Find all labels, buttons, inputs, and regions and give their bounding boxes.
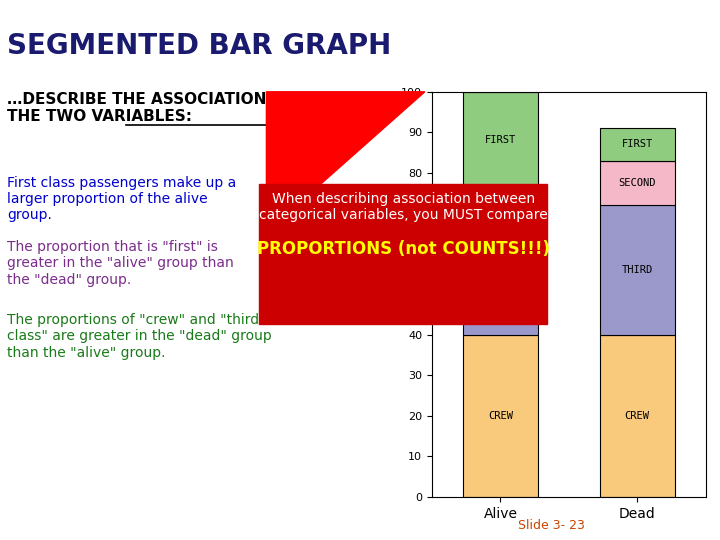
Bar (463, 233, 538, 335)
Text: The proportion that is "first" is
greater in the "alive" group than
the "dead" g: The proportion that is "first" is greate… (7, 240, 234, 287)
Bar (600, 129, 675, 161)
Text: THIRD: THIRD (621, 265, 653, 275)
Text: First class passengers make up a
larger proportion of the alive
group.: First class passengers make up a larger … (7, 176, 236, 222)
Text: SECOND: SECOND (482, 206, 519, 217)
Text: Slide 3- 23: Slide 3- 23 (518, 519, 585, 532)
Text: THIRD: THIRD (485, 279, 516, 289)
Text: SECOND: SECOND (618, 178, 656, 188)
Text: SEGMENTED BAR GRAPH: SEGMENTED BAR GRAPH (7, 32, 392, 60)
Bar (600, 161, 675, 205)
Bar (600, 205, 675, 335)
Text: PROPORTIONS (not COUNTS!!!): PROPORTIONS (not COUNTS!!!) (257, 240, 549, 258)
Bar (463, 189, 538, 233)
Text: When describing association between
categorical variables, you MUST compare: When describing association between cate… (258, 192, 548, 222)
Text: CREW: CREW (625, 411, 649, 421)
Text: FIRST: FIRST (485, 136, 516, 145)
Text: FIRST: FIRST (621, 139, 653, 150)
Text: The proportions of "crew" and "third
class" are greater in the "dead" group
than: The proportions of "crew" and "third cla… (7, 313, 272, 360)
Bar (600, 335, 675, 497)
Text: …DESCRIBE THE ASSOCIATION BETWEEN
THE TWO VARIABLES:: …DESCRIBE THE ASSOCIATION BETWEEN THE TW… (7, 92, 355, 124)
Text: CREW: CREW (488, 411, 513, 421)
Bar (463, 335, 538, 497)
Bar (463, 92, 538, 189)
Y-axis label: Percent: Percent (383, 271, 396, 318)
